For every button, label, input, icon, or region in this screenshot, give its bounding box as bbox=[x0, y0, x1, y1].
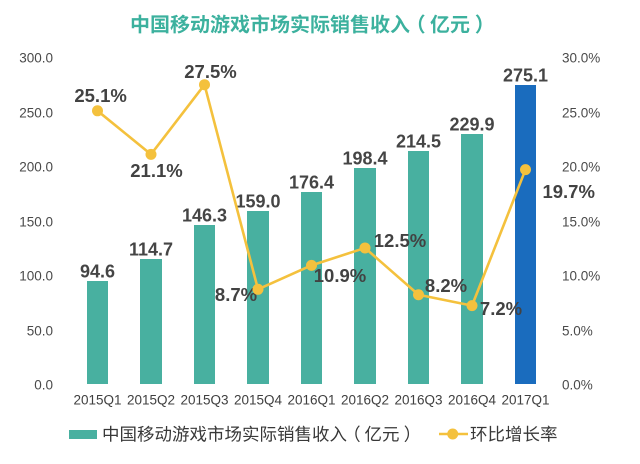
y-left-tick: 50.0 bbox=[26, 323, 53, 339]
growth-marker bbox=[145, 148, 157, 160]
growth-marker bbox=[199, 79, 210, 91]
y-right-tick: 10.0% bbox=[562, 268, 601, 284]
bar-2015Q3 bbox=[193, 224, 216, 384]
legend-line-marker bbox=[438, 427, 468, 441]
y-right-tick: 20.0% bbox=[562, 159, 601, 175]
bar-value-label: 229.9 bbox=[449, 114, 495, 135]
bar-value-label: 94.6 bbox=[79, 261, 116, 282]
line-value-label: 10.9% bbox=[313, 265, 367, 286]
x-tick: 2016Q1 bbox=[287, 392, 336, 408]
bar-value-label: 176.4 bbox=[288, 172, 335, 193]
bar-value-label: 198.4 bbox=[342, 148, 388, 169]
x-tick: 2017Q1 bbox=[501, 392, 550, 408]
bar-2016Q4 bbox=[461, 133, 483, 384]
y-right-tick: 5.0% bbox=[562, 323, 593, 339]
bar-value-label: 146.3 bbox=[181, 205, 228, 226]
x-tick: 2015Q4 bbox=[233, 392, 283, 408]
line-value-label: 12.5% bbox=[373, 229, 427, 251]
y-left-tick: 250.0 bbox=[19, 105, 53, 121]
x-tick: 2016Q4 bbox=[447, 392, 497, 408]
x-tick: 2016Q3 bbox=[394, 392, 443, 408]
growth-marker bbox=[413, 289, 424, 301]
y-left-tick: 100.0 bbox=[19, 268, 53, 284]
line-value-label: 25.1% bbox=[74, 85, 127, 106]
growth-line bbox=[96, 83, 527, 307]
line-value-label: 21.1% bbox=[130, 159, 183, 181]
growth-marker bbox=[466, 300, 478, 312]
growth-marker bbox=[306, 259, 317, 271]
x-tick: 2015Q1 bbox=[73, 392, 122, 408]
y-left-tick: 0.0 bbox=[34, 377, 53, 393]
bar-2015Q4 bbox=[247, 210, 269, 384]
legend-bar-label bbox=[102, 425, 417, 443]
x-tick: 2015Q2 bbox=[126, 392, 176, 408]
y-right-tick: 0.0% bbox=[562, 377, 593, 393]
growth-marker bbox=[92, 105, 103, 117]
legend-bar-swatch bbox=[68, 429, 97, 439]
bar-2016Q3 bbox=[407, 150, 430, 384]
legend-line-label bbox=[470, 425, 558, 443]
chart-title bbox=[130, 13, 490, 34]
line-value-label: 8.7% bbox=[214, 283, 258, 305]
y-right-tick: 30.0% bbox=[562, 50, 601, 66]
y-right-tick: 25.0% bbox=[562, 105, 601, 121]
line-value-label: 19.7% bbox=[542, 181, 595, 202]
y-left-tick: 150.0 bbox=[19, 214, 53, 230]
y-right-tick: 15.0% bbox=[562, 214, 601, 230]
bar-2015Q1 bbox=[86, 281, 109, 384]
bar-value-label: 159.0 bbox=[235, 191, 281, 212]
line-value-label: 7.2% bbox=[479, 298, 523, 319]
bar-2016Q1 bbox=[300, 192, 323, 384]
line-value-label: 27.5% bbox=[184, 60, 237, 82]
y-left-tick: 200.0 bbox=[19, 159, 53, 175]
x-tick: 2015Q3 bbox=[180, 392, 229, 408]
bar-value-label: 214.5 bbox=[395, 131, 442, 152]
growth-marker bbox=[252, 283, 264, 295]
y-left-tick: 300.0 bbox=[19, 50, 53, 66]
line-value-label: 8.2% bbox=[424, 275, 468, 296]
bar-value-label: 114.7 bbox=[128, 239, 174, 260]
bar-2016Q2 bbox=[354, 168, 376, 384]
growth-marker bbox=[520, 164, 531, 176]
growth-marker bbox=[359, 242, 371, 254]
bar-2015Q2 bbox=[140, 259, 162, 384]
x-tick: 2016Q2 bbox=[340, 392, 390, 408]
bar-value-label: 275.1 bbox=[502, 65, 549, 86]
bar-2017Q1 bbox=[514, 84, 537, 384]
